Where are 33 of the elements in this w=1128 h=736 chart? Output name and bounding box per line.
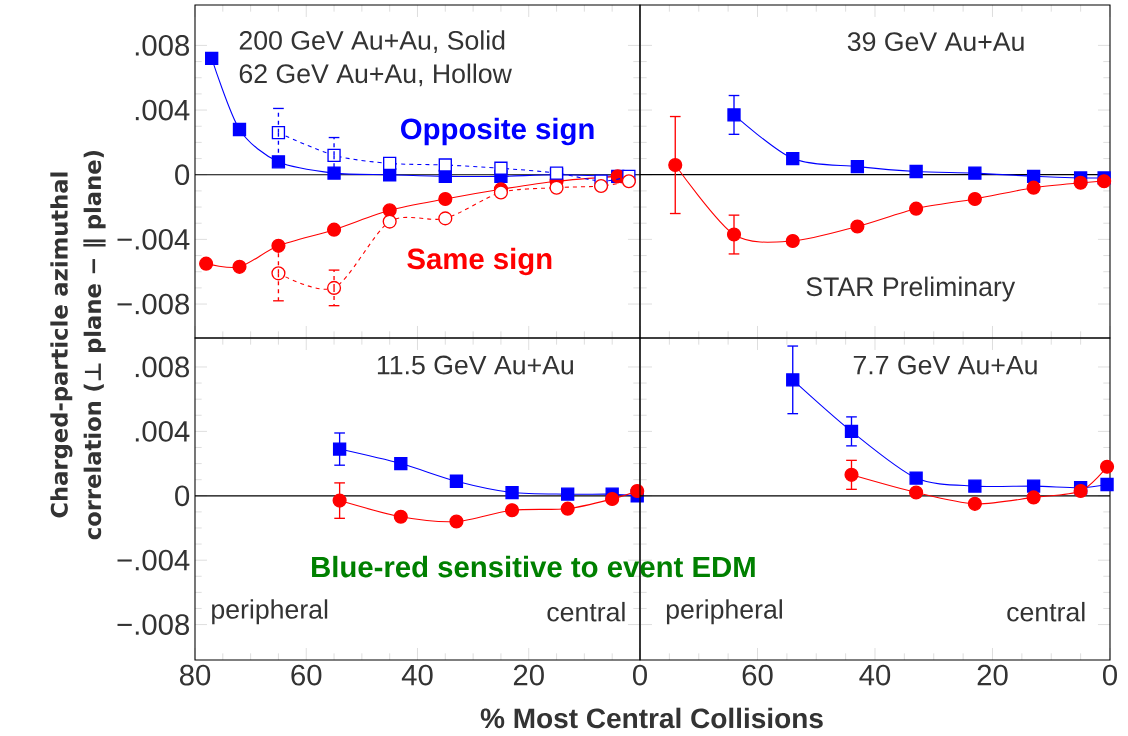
x-tick-label: 80 — [179, 664, 211, 686]
series-label: Same sign — [407, 247, 552, 276]
annotation: 11.5 GeV Au+Au — [377, 355, 573, 375]
annotation: 200 GeV Au+Au, Solid — [239, 30, 505, 53]
annotation: central — [1007, 601, 1085, 622]
annotation: peripheral — [212, 599, 328, 625]
y-tick-label: .008 — [135, 35, 189, 56]
y-tick-label: −.008 — [117, 293, 189, 315]
annotation: 39 GeV Au+Au — [847, 32, 1024, 52]
annotation: STAR Preliminary — [806, 276, 1016, 302]
y-tick-label: −.004 — [117, 549, 190, 571]
x-tick-label: 60 — [291, 664, 322, 686]
x-tick-label: 40 — [859, 664, 891, 686]
y-tick-label: −.008 — [117, 614, 189, 635]
annotation: central — [547, 601, 625, 622]
annotation: 62 GeV Au+Au, Hollow — [239, 63, 512, 87]
x-tick-label: 0 — [1102, 664, 1117, 686]
annotation: peripheral — [666, 599, 782, 625]
x-tick-label: 0 — [632, 664, 647, 686]
y-tick-label: .008 — [135, 356, 189, 378]
series-label: Opposite sign — [401, 117, 594, 146]
x-axis-title: % Most Central Collisions — [480, 707, 823, 729]
y-tick-label: −.004 — [117, 229, 190, 250]
y-tick-label: .004 — [135, 99, 190, 121]
x-tick-label: 20 — [513, 664, 544, 686]
y-tick-label: .004 — [135, 420, 190, 442]
x-tick-label: 40 — [401, 664, 433, 686]
y-axis-title: Charged-particle azimuthal correlation (⊥ plane − ∥ plane) — [50, 150, 106, 540]
y-tick-label: 0 — [175, 164, 190, 186]
x-tick-label: 60 — [742, 664, 773, 686]
annotation: 7.7 GeV Au+Au — [853, 355, 1037, 375]
y-tick-label: 0 — [175, 485, 190, 507]
x-tick-label: 20 — [977, 664, 1008, 686]
